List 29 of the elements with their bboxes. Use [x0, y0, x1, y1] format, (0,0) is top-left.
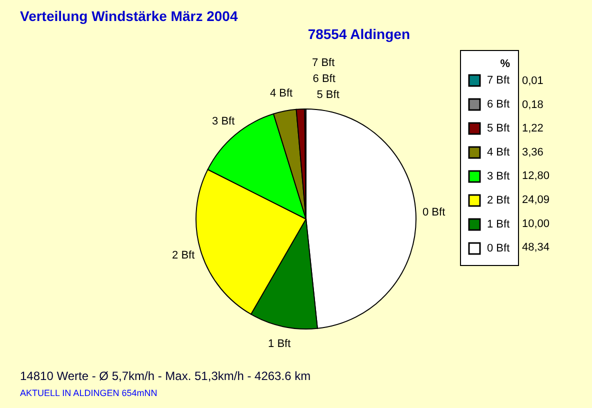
- legend-label: 6 Bft: [487, 98, 510, 110]
- slice-label: 6 Bft: [312, 73, 336, 85]
- slice-label: 0 Bft: [422, 206, 446, 218]
- text: 14810 Werte - Ø 5,7km/h - Max. 51,3km/h - 4263.6 km: [20, 369, 311, 383]
- data-label: 12,80: [522, 170, 550, 182]
- slice-label: 4 Bft: [270, 87, 293, 100]
- legend-label: 2 Bft: [487, 194, 510, 206]
- data-label: 1,22: [522, 122, 544, 135]
- legend-label: 5 Bft: [487, 122, 510, 134]
- data-label: 0,18: [522, 98, 544, 111]
- legend-label: 4 Bft: [487, 146, 510, 158]
- slice-label: 1 Bft: [268, 338, 291, 350]
- text: AKTUELL IN ALDINGEN 654mNN: [20, 388, 158, 398]
- data-label: 24,09: [522, 194, 550, 206]
- data-label: 10,00: [522, 218, 550, 230]
- legend-label: 1 Bft: [487, 218, 510, 230]
- data-label: 48,34: [522, 242, 550, 254]
- data-label: 3,36: [522, 146, 544, 158]
- data-label: 0,01: [522, 75, 544, 87]
- category-label: 5 Bft: [316, 89, 340, 102]
- chart-subtitle: 78554 Aldingen: [308, 26, 410, 42]
- legend-label: 7 Bft: [487, 74, 510, 86]
- legend-label: 0 Bft: [487, 242, 510, 254]
- legend-label: 3 Bft: [487, 170, 510, 182]
- slice-label: 2 Bft: [172, 250, 195, 262]
- slice-label: 3 Bft: [212, 115, 235, 128]
- legend-title: %: [500, 58, 510, 70]
- chart-title: Verteilung Windstärke März 2004: [20, 8, 238, 24]
- category-label: 7 Bft: [312, 57, 335, 69]
